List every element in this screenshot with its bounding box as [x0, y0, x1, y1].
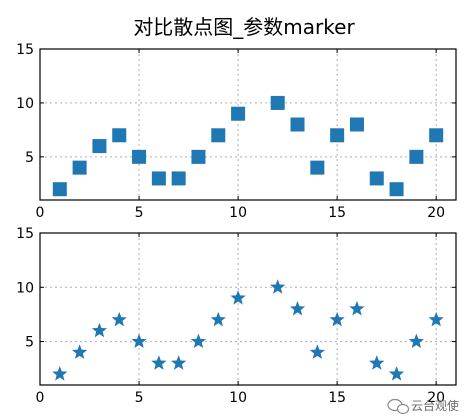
square-marker [132, 149, 147, 164]
square-marker [191, 149, 206, 164]
x-tick-label: 5 [135, 390, 144, 406]
star-marker [171, 355, 187, 370]
square-marker [52, 182, 67, 197]
x-tick-label: 0 [36, 205, 45, 221]
watermark-text: 云台观使 [411, 398, 459, 413]
chart-title: 对比散点图_参数marker [133, 15, 355, 39]
square-marker [171, 171, 186, 186]
star-marker [329, 311, 345, 327]
square-marker [290, 117, 305, 132]
star-marker [349, 301, 365, 316]
watermark: 云台观使 [387, 398, 459, 415]
x-tick-label: 10 [229, 205, 247, 221]
y-tick-label: 10 [16, 280, 34, 296]
star-marker [289, 301, 306, 316]
y-tick-label: 10 [16, 96, 34, 112]
x-tick-label: 0 [36, 390, 45, 406]
star-marker [111, 311, 127, 327]
axes-frame [39, 232, 457, 386]
square-marker [211, 128, 226, 143]
star-marker [131, 333, 147, 349]
y-tick-label: 15 [16, 226, 34, 242]
star-marker [151, 355, 167, 370]
star-marker [190, 333, 207, 349]
square-marker [92, 139, 107, 154]
square-marker [270, 95, 285, 110]
x-tick-label: 15 [328, 205, 346, 221]
square-marker [389, 182, 404, 197]
axes-frame [39, 48, 457, 201]
square-marker [151, 171, 166, 186]
star-marker [388, 366, 405, 381]
y-tick-label: 5 [25, 150, 34, 166]
square-marker [72, 160, 87, 175]
star-marker [270, 279, 286, 294]
square-marker [409, 149, 424, 164]
square-marker [310, 160, 325, 175]
x-tick-label: 10 [229, 390, 247, 406]
star-marker [408, 333, 424, 349]
star-marker [428, 311, 444, 327]
star-marker [369, 355, 385, 370]
square-marker [429, 128, 444, 143]
star-marker [230, 290, 246, 305]
y-tick-label: 5 [25, 335, 34, 351]
y-tick-label: 15 [16, 42, 34, 58]
square-marker [349, 117, 364, 132]
square-marker [369, 171, 384, 186]
bottom-scatter-panel: 0 5 10 15 20 5 10 15 [16, 226, 457, 406]
top-scatter-panel: 0 5 10 15 20 5 10 15 [16, 42, 457, 221]
star-marker [52, 366, 68, 381]
star-marker [210, 311, 226, 327]
wechat-icon [387, 398, 410, 415]
x-tick-label: 15 [328, 390, 346, 406]
star-marker [72, 344, 88, 359]
star-marker [309, 344, 325, 359]
square-marker [112, 128, 127, 143]
square-marker [231, 106, 246, 121]
x-tick-label: 20 [427, 205, 445, 221]
x-tick-label: 5 [135, 205, 144, 221]
star-marker [91, 322, 108, 338]
x-tick-label: 20 [427, 390, 445, 406]
square-marker [330, 128, 345, 143]
